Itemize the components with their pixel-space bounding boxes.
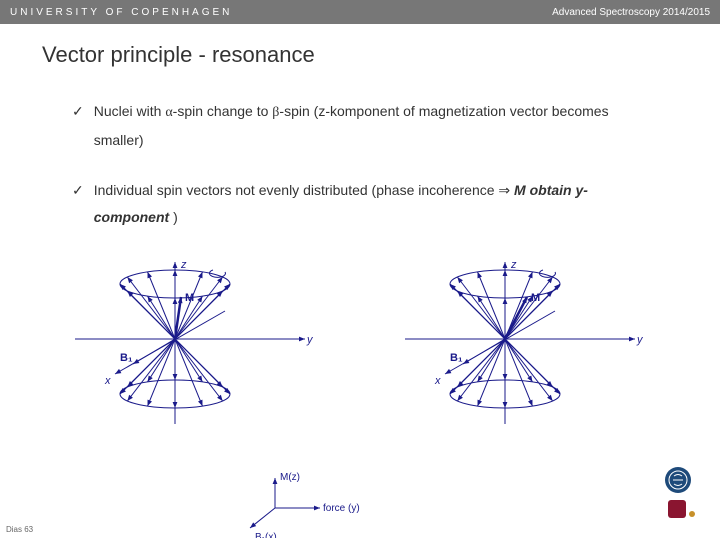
university-logo-icon bbox=[656, 466, 700, 520]
diagram-row: z y x M B₁ z y x M B₁ bbox=[0, 254, 720, 454]
svg-text:z: z bbox=[510, 259, 517, 271]
svg-text:force (y): force (y) bbox=[323, 503, 360, 514]
svg-text:M: M bbox=[185, 292, 194, 304]
svg-text:x: x bbox=[434, 375, 441, 387]
svg-text:M: M bbox=[531, 292, 540, 304]
check-icon: ✓ bbox=[72, 98, 84, 153]
header-bar: UNIVERSITY OF COPENHAGEN Advanced Spectr… bbox=[0, 0, 720, 24]
inset-axes: M(z) force (y) B₁(x) bbox=[235, 468, 385, 538]
svg-text:y: y bbox=[636, 334, 644, 346]
content-area: ✓ Nuclei with α-spin change to β-spin (z… bbox=[0, 68, 720, 230]
svg-text:z: z bbox=[180, 259, 187, 271]
svg-text:B₁: B₁ bbox=[450, 352, 463, 364]
bullet-1-text: Nuclei with α-spin change to β-spin (z-k… bbox=[94, 98, 660, 153]
cone-diagram-right: z y x M B₁ bbox=[375, 254, 675, 454]
svg-text:B₁: B₁ bbox=[120, 352, 133, 364]
bullet-2: ✓ Individual spin vectors not evenly dis… bbox=[72, 177, 660, 230]
svg-text:x: x bbox=[104, 375, 111, 387]
check-icon: ✓ bbox=[72, 177, 84, 230]
bullet-2-text: Individual spin vectors not evenly distr… bbox=[94, 177, 660, 230]
slide-number: Dias 63 bbox=[6, 525, 33, 534]
bullet-1: ✓ Nuclei with α-spin change to β-spin (z… bbox=[72, 98, 660, 153]
svg-text:B₁(x): B₁(x) bbox=[255, 532, 277, 538]
course-name: Advanced Spectroscopy 2014/2015 bbox=[552, 7, 710, 18]
svg-text:M(z): M(z) bbox=[280, 472, 300, 483]
slide-title: Vector principle - resonance bbox=[0, 24, 720, 68]
cone-diagram-left: z y x M B₁ bbox=[45, 254, 345, 454]
svg-text:y: y bbox=[306, 334, 314, 346]
university-name: UNIVERSITY OF COPENHAGEN bbox=[10, 7, 232, 18]
